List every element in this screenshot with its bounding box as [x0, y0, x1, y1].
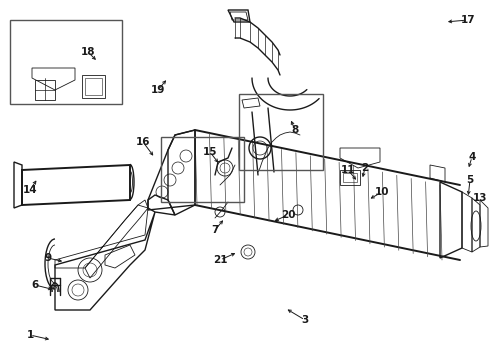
Text: 3: 3	[301, 315, 309, 325]
Text: 1: 1	[26, 330, 34, 340]
Text: 11: 11	[341, 165, 355, 175]
Text: 7: 7	[211, 225, 219, 235]
Text: 21: 21	[213, 255, 227, 265]
Bar	[10, 20, 122, 104]
Text: 10: 10	[375, 187, 389, 197]
Text: 16: 16	[136, 137, 150, 147]
Text: 14: 14	[23, 185, 37, 195]
Text: 8: 8	[292, 125, 298, 135]
Text: 17: 17	[461, 15, 475, 25]
Text: 19: 19	[151, 85, 165, 95]
Bar	[161, 137, 244, 202]
Text: 5: 5	[466, 175, 474, 185]
Text: 2: 2	[362, 163, 368, 173]
Text: 9: 9	[45, 253, 51, 263]
Text: 13: 13	[473, 193, 487, 203]
Text: 18: 18	[81, 47, 95, 57]
Text: 4: 4	[468, 152, 476, 162]
Text: 15: 15	[203, 147, 217, 157]
Bar	[239, 94, 323, 170]
Text: 6: 6	[31, 280, 39, 290]
Text: 20: 20	[281, 210, 295, 220]
